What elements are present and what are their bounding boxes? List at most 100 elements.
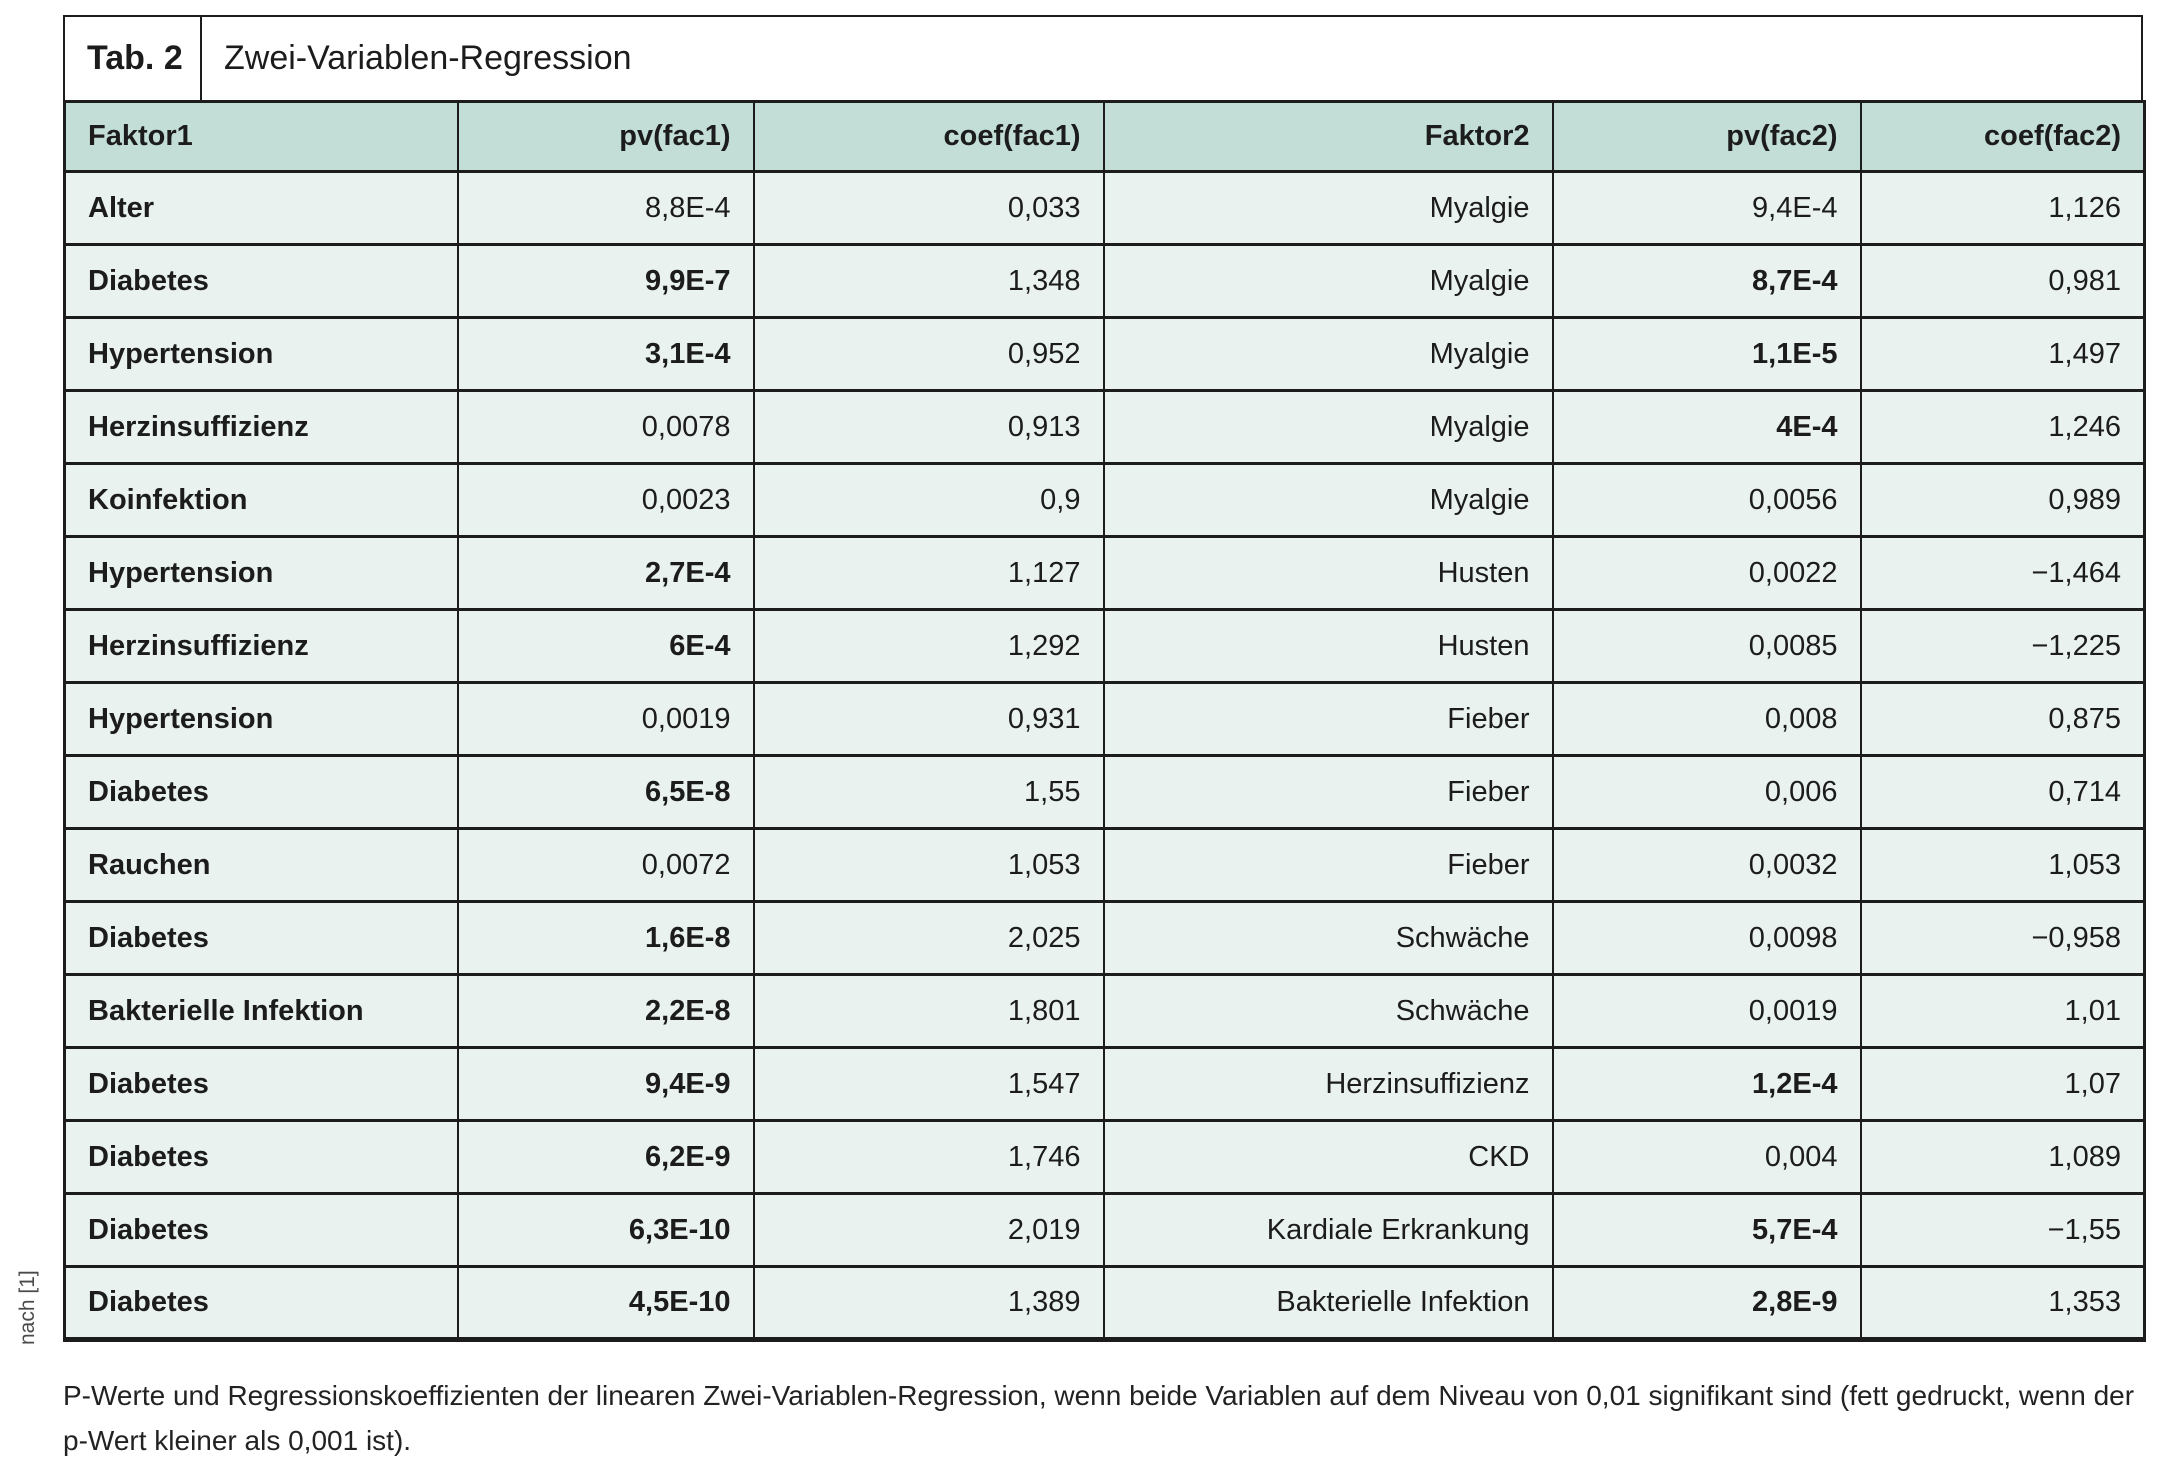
cell-coef-fac1: 0,952 <box>752 316 1105 392</box>
cell-coef-fac1: 1,55 <box>752 754 1105 830</box>
cell-coef-fac2: 1,353 <box>1859 1265 2146 1341</box>
cell-faktor1: Alter <box>63 170 459 246</box>
column-header-faktor2: Faktor2 <box>1102 100 1554 173</box>
cell-coef-fac2: −1,225 <box>1859 608 2146 684</box>
cell-faktor1: Diabetes <box>63 1046 459 1122</box>
table-row: Rauchen 0,0072 1,053 Fieber 0,0032 1,053 <box>63 827 2146 903</box>
cell-faktor2: Myalgie <box>1102 316 1554 392</box>
cell-faktor1: Hypertension <box>63 681 459 757</box>
cell-pv-fac2: 0,0019 <box>1551 973 1862 1049</box>
table-row: Diabetes 6,2E-9 1,746 CKD 0,004 1,089 <box>63 1119 2146 1195</box>
table-row: Diabetes 1,6E-8 2,025 Schwäche 0,0098 −0… <box>63 900 2146 976</box>
table-header-row: Faktor1 pv(fac1) coef(fac1) Faktor2 pv(f… <box>63 100 2146 173</box>
table-caption: P-Werte und Regressionskoeffizienten der… <box>63 1380 2135 1456</box>
cell-faktor1: Herzinsuffizienz <box>63 608 459 684</box>
cell-coef-fac2: 0,989 <box>1859 462 2146 538</box>
table-row: Hypertension 0,0019 0,931 Fieber 0,008 0… <box>63 681 2146 757</box>
column-header-coef-fac2: coef(fac2) <box>1859 100 2146 173</box>
table-row: Herzinsuffizienz 0,0078 0,913 Myalgie 4E… <box>63 389 2146 465</box>
cell-coef-fac1: 2,025 <box>752 900 1105 976</box>
cell-coef-fac1: 1,053 <box>752 827 1105 903</box>
cell-coef-fac2: 0,875 <box>1859 681 2146 757</box>
cell-faktor1: Hypertension <box>63 316 459 392</box>
column-header-coef-fac1: coef(fac1) <box>752 100 1105 173</box>
table-figure: Tab. 2 Zwei-Variablen-Regression Faktor1… <box>63 15 2146 1464</box>
cell-coef-fac1: 0,9 <box>752 462 1105 538</box>
cell-coef-fac1: 1,348 <box>752 243 1105 319</box>
regression-table: Faktor1 pv(fac1) coef(fac1) Faktor2 pv(f… <box>63 100 2146 1342</box>
cell-pv-fac1: 9,4E-9 <box>456 1046 755 1122</box>
cell-coef-fac1: 0,913 <box>752 389 1105 465</box>
cell-coef-fac2: 1,053 <box>1859 827 2146 903</box>
cell-faktor2: Myalgie <box>1102 462 1554 538</box>
cell-coef-fac2: 1,07 <box>1859 1046 2146 1122</box>
cell-pv-fac1: 2,2E-8 <box>456 973 755 1049</box>
table-row: Diabetes 9,9E-7 1,348 Myalgie 8,7E-4 0,9… <box>63 243 2146 319</box>
cell-pv-fac1: 8,8E-4 <box>456 170 755 246</box>
cell-pv-fac1: 2,7E-4 <box>456 535 755 611</box>
cell-coef-fac1: 0,033 <box>752 170 1105 246</box>
cell-coef-fac2: 1,01 <box>1859 973 2146 1049</box>
cell-pv-fac2: 0,0032 <box>1551 827 1862 903</box>
cell-faktor2: Schwäche <box>1102 900 1554 976</box>
table-row: Diabetes 6,5E-8 1,55 Fieber 0,006 0,714 <box>63 754 2146 830</box>
cell-faktor1: Bakterielle Infektion <box>63 973 459 1049</box>
cell-coef-fac1: 1,292 <box>752 608 1105 684</box>
cell-faktor2: Myalgie <box>1102 170 1554 246</box>
cell-coef-fac2: 1,089 <box>1859 1119 2146 1195</box>
cell-pv-fac1: 1,6E-8 <box>456 900 755 976</box>
cell-coef-fac1: 1,801 <box>752 973 1105 1049</box>
table-row: Diabetes 9,4E-9 1,547 Herzinsuffizienz 1… <box>63 1046 2146 1122</box>
cell-coef-fac2: 1,246 <box>1859 389 2146 465</box>
cell-faktor2: Herzinsuffizienz <box>1102 1046 1554 1122</box>
cell-coef-fac2: 1,126 <box>1859 170 2146 246</box>
cell-faktor2: Fieber <box>1102 827 1554 903</box>
cell-faktor1: Diabetes <box>63 754 459 830</box>
table-row: Alter 8,8E-4 0,033 Myalgie 9,4E-4 1,126 <box>63 170 2146 246</box>
cell-faktor1: Diabetes <box>63 1119 459 1195</box>
table-row: Hypertension 2,7E-4 1,127 Husten 0,0022 … <box>63 535 2146 611</box>
cell-coef-fac1: 1,746 <box>752 1119 1105 1195</box>
source-note: nach [1] <box>16 1270 39 1345</box>
cell-faktor2: CKD <box>1102 1119 1554 1195</box>
cell-coef-fac2: 1,497 <box>1859 316 2146 392</box>
cell-coef-fac1: 1,127 <box>752 535 1105 611</box>
cell-pv-fac2: 0,0098 <box>1551 900 1862 976</box>
table-number-label: Tab. 2 <box>65 17 202 100</box>
table-row: Diabetes 6,3E-10 2,019 Kardiale Erkranku… <box>63 1192 2146 1268</box>
cell-pv-fac1: 0,0019 <box>456 681 755 757</box>
column-header-pv-fac2: pv(fac2) <box>1551 100 1862 173</box>
cell-faktor1: Herzinsuffizienz <box>63 389 459 465</box>
cell-pv-fac1: 0,0023 <box>456 462 755 538</box>
cell-faktor2: Husten <box>1102 535 1554 611</box>
table-title: Zwei-Variablen-Regression <box>224 39 632 77</box>
cell-pv-fac1: 6,3E-10 <box>456 1192 755 1268</box>
cell-faktor1: Diabetes <box>63 243 459 319</box>
cell-pv-fac2: 0,0056 <box>1551 462 1862 538</box>
cell-pv-fac1: 6E-4 <box>456 608 755 684</box>
cell-faktor1: Hypertension <box>63 535 459 611</box>
cell-coef-fac1: 0,931 <box>752 681 1105 757</box>
cell-faktor2: Myalgie <box>1102 389 1554 465</box>
cell-pv-fac2: 1,1E-5 <box>1551 316 1862 392</box>
cell-pv-fac2: 0,006 <box>1551 754 1862 830</box>
cell-coef-fac1: 1,389 <box>752 1265 1105 1341</box>
cell-faktor1: Rauchen <box>63 827 459 903</box>
cell-pv-fac1: 4,5E-10 <box>456 1265 755 1341</box>
cell-faktor1: Diabetes <box>63 900 459 976</box>
cell-faktor2: Schwäche <box>1102 973 1554 1049</box>
table-body: Alter 8,8E-4 0,033 Myalgie 9,4E-4 1,126 … <box>63 170 2146 1341</box>
cell-pv-fac2: 8,7E-4 <box>1551 243 1862 319</box>
cell-faktor2: Bakterielle Infektion <box>1102 1265 1554 1341</box>
cell-pv-fac2: 0,0085 <box>1551 608 1862 684</box>
table-row: Bakterielle Infektion 2,2E-8 1,801 Schwä… <box>63 973 2146 1049</box>
cell-coef-fac1: 1,547 <box>752 1046 1105 1122</box>
table-row: Herzinsuffizienz 6E-4 1,292 Husten 0,008… <box>63 608 2146 684</box>
cell-faktor2: Myalgie <box>1102 243 1554 319</box>
cell-pv-fac2: 0,004 <box>1551 1119 1862 1195</box>
cell-pv-fac2: 1,2E-4 <box>1551 1046 1862 1122</box>
column-header-pv-fac1: pv(fac1) <box>456 100 755 173</box>
cell-faktor2: Fieber <box>1102 681 1554 757</box>
cell-pv-fac2: 9,4E-4 <box>1551 170 1862 246</box>
